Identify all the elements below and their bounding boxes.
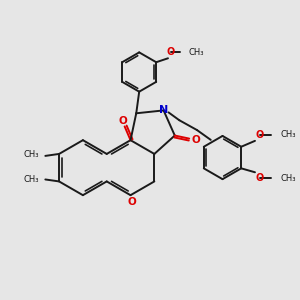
Text: CH₃: CH₃ [24, 150, 39, 159]
Text: O: O [167, 47, 175, 57]
Text: CH₃: CH₃ [189, 48, 204, 57]
Text: CH₃: CH₃ [280, 174, 296, 183]
Text: CH₃: CH₃ [280, 130, 296, 140]
Text: O: O [118, 116, 127, 125]
Text: CH₃: CH₃ [24, 175, 39, 184]
Text: O: O [127, 197, 136, 207]
Text: N: N [159, 105, 168, 116]
Text: O: O [256, 173, 264, 183]
Text: O: O [256, 130, 264, 140]
Text: O: O [191, 135, 200, 145]
